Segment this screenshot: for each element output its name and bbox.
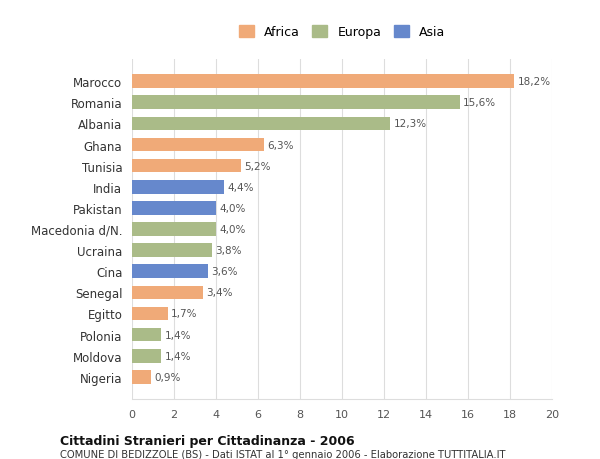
Text: 0,9%: 0,9% xyxy=(154,372,181,382)
Legend: Africa, Europa, Asia: Africa, Europa, Asia xyxy=(235,22,449,43)
Text: 5,2%: 5,2% xyxy=(244,161,271,171)
Bar xyxy=(132,180,224,194)
Text: 4,4%: 4,4% xyxy=(227,182,254,192)
Text: 1,4%: 1,4% xyxy=(164,351,191,361)
Bar xyxy=(132,307,168,321)
Text: 1,7%: 1,7% xyxy=(171,309,197,319)
Bar xyxy=(132,223,216,236)
Bar xyxy=(132,370,151,384)
Bar xyxy=(132,349,161,363)
Bar xyxy=(132,75,514,89)
Text: 3,6%: 3,6% xyxy=(211,267,237,277)
Bar xyxy=(132,117,391,131)
Bar xyxy=(132,96,460,110)
Bar xyxy=(132,159,241,173)
Bar xyxy=(132,138,264,152)
Text: 1,4%: 1,4% xyxy=(164,330,191,340)
Text: 15,6%: 15,6% xyxy=(463,98,496,108)
Bar xyxy=(132,328,161,342)
Text: COMUNE DI BEDIZZOLE (BS) - Dati ISTAT al 1° gennaio 2006 - Elaborazione TUTTITAL: COMUNE DI BEDIZZOLE (BS) - Dati ISTAT al… xyxy=(60,449,505,459)
Text: 4,0%: 4,0% xyxy=(219,224,245,235)
Text: 3,8%: 3,8% xyxy=(215,246,241,256)
Bar xyxy=(132,202,216,215)
Text: 4,0%: 4,0% xyxy=(219,203,245,213)
Text: Cittadini Stranieri per Cittadinanza - 2006: Cittadini Stranieri per Cittadinanza - 2… xyxy=(60,434,355,447)
Bar xyxy=(132,286,203,300)
Text: 6,3%: 6,3% xyxy=(268,140,294,150)
Bar xyxy=(132,265,208,279)
Text: 18,2%: 18,2% xyxy=(517,77,550,87)
Bar xyxy=(132,244,212,257)
Text: 12,3%: 12,3% xyxy=(394,119,427,129)
Text: 3,4%: 3,4% xyxy=(206,288,233,298)
